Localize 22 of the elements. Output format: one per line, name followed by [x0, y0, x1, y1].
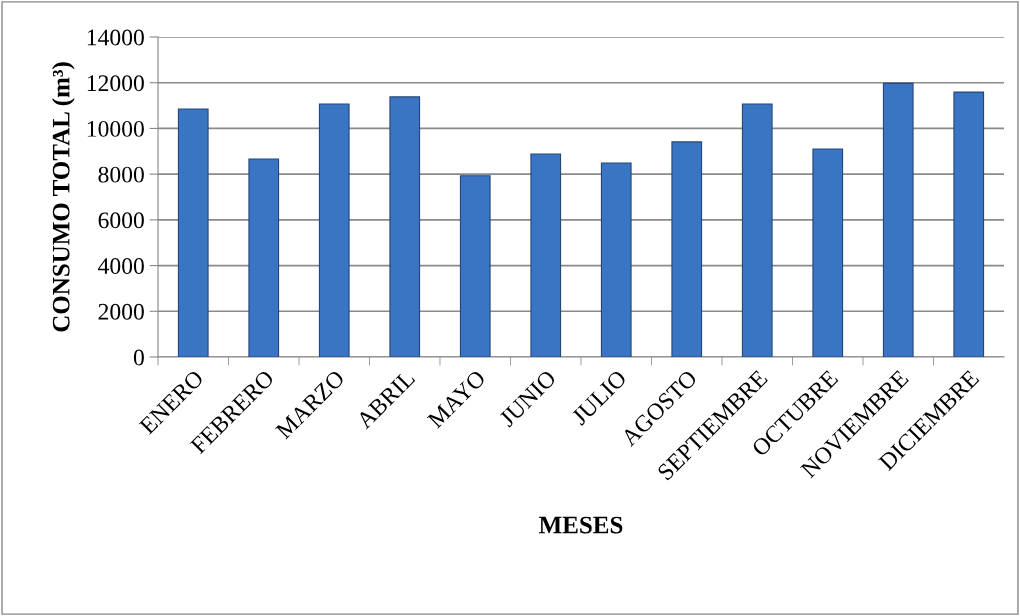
x-axis-title: MESES: [539, 516, 623, 534]
y-tick-label: 8000: [98, 166, 144, 183]
bar: [389, 96, 421, 357]
y-tick-label: 14000: [87, 29, 144, 46]
y-tick-label: 4000: [98, 258, 144, 274]
bar: [530, 153, 562, 357]
bar: [953, 91, 985, 357]
bar: [882, 82, 914, 357]
y-tick-label: 0: [133, 349, 144, 366]
y-tick-label: 2000: [98, 303, 144, 320]
bar: [671, 141, 703, 357]
bar: [318, 103, 350, 357]
y-tick-label: 6000: [98, 212, 144, 229]
y-axis-title: CONSUMO TOTAL (m³): [51, 62, 75, 332]
y-tick-label: 10000: [87, 120, 144, 137]
bar: [812, 148, 844, 357]
bar: [248, 158, 280, 357]
bar: [459, 175, 491, 357]
bar: [741, 103, 773, 357]
bar: [600, 162, 632, 357]
bar: [177, 108, 209, 357]
y-tick-label: 12000: [87, 75, 144, 92]
